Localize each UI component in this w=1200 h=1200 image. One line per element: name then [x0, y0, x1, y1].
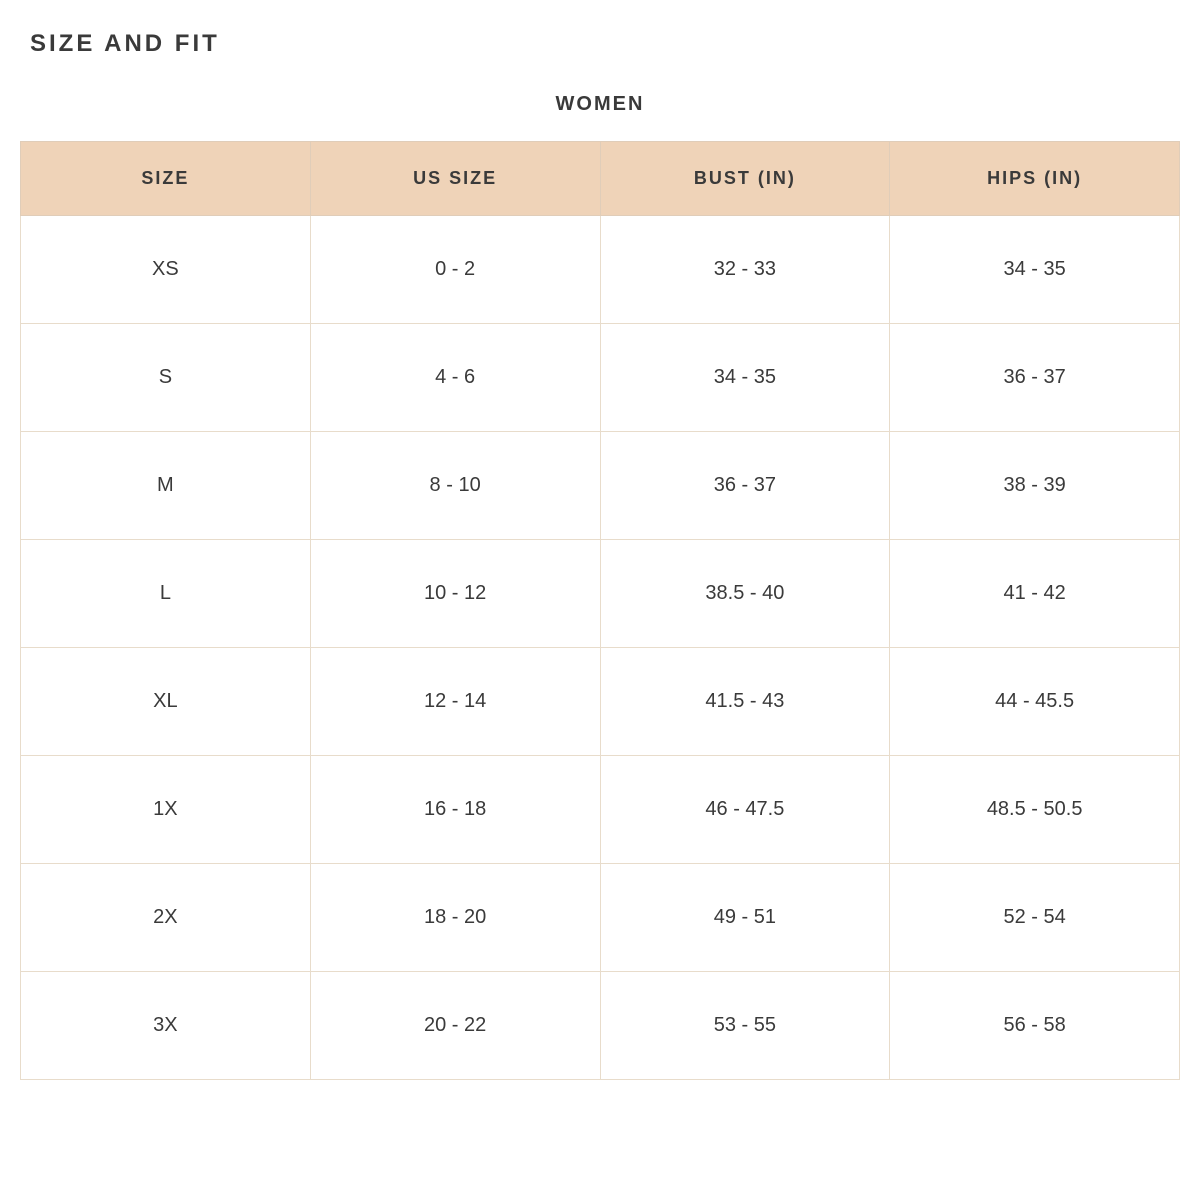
cell-hips: 52 - 54	[890, 864, 1180, 972]
cell-size: 1X	[21, 756, 311, 864]
size-chart-table: SIZE US SIZE BUST (IN) HIPS (IN) XS 0 - …	[20, 141, 1180, 1080]
table-row: XL 12 - 14 41.5 - 43 44 - 45.5	[21, 648, 1180, 756]
cell-size: M	[21, 432, 311, 540]
cell-us-size: 16 - 18	[310, 756, 600, 864]
table-row: XS 0 - 2 32 - 33 34 - 35	[21, 216, 1180, 324]
cell-size: L	[21, 540, 311, 648]
table-row: L 10 - 12 38.5 - 40 41 - 42	[21, 540, 1180, 648]
table-row: 1X 16 - 18 46 - 47.5 48.5 - 50.5	[21, 756, 1180, 864]
cell-size: S	[21, 324, 311, 432]
table-row: 3X 20 - 22 53 - 55 56 - 58	[21, 972, 1180, 1080]
page-title: SIZE AND FIT	[30, 30, 1180, 58]
cell-hips: 34 - 35	[890, 216, 1180, 324]
cell-hips: 44 - 45.5	[890, 648, 1180, 756]
cell-bust: 34 - 35	[600, 324, 890, 432]
cell-bust: 41.5 - 43	[600, 648, 890, 756]
cell-size: XS	[21, 216, 311, 324]
cell-hips: 36 - 37	[890, 324, 1180, 432]
cell-bust: 53 - 55	[600, 972, 890, 1080]
cell-size: 2X	[21, 864, 311, 972]
table-header-row: SIZE US SIZE BUST (IN) HIPS (IN)	[21, 142, 1180, 216]
cell-bust: 46 - 47.5	[600, 756, 890, 864]
cell-us-size: 18 - 20	[310, 864, 600, 972]
cell-bust: 36 - 37	[600, 432, 890, 540]
table-row: 2X 18 - 20 49 - 51 52 - 54	[21, 864, 1180, 972]
table-row: M 8 - 10 36 - 37 38 - 39	[21, 432, 1180, 540]
cell-bust: 49 - 51	[600, 864, 890, 972]
cell-bust: 32 - 33	[600, 216, 890, 324]
cell-size: 3X	[21, 972, 311, 1080]
cell-bust: 38.5 - 40	[600, 540, 890, 648]
column-header-size: SIZE	[21, 142, 311, 216]
cell-us-size: 4 - 6	[310, 324, 600, 432]
cell-hips: 48.5 - 50.5	[890, 756, 1180, 864]
cell-hips: 38 - 39	[890, 432, 1180, 540]
cell-us-size: 0 - 2	[310, 216, 600, 324]
table-row: S 4 - 6 34 - 35 36 - 37	[21, 324, 1180, 432]
cell-us-size: 12 - 14	[310, 648, 600, 756]
cell-size: XL	[21, 648, 311, 756]
table-subtitle: WOMEN	[20, 93, 1180, 116]
cell-us-size: 8 - 10	[310, 432, 600, 540]
column-header-bust: BUST (IN)	[600, 142, 890, 216]
column-header-us-size: US SIZE	[310, 142, 600, 216]
cell-hips: 41 - 42	[890, 540, 1180, 648]
column-header-hips: HIPS (IN)	[890, 142, 1180, 216]
cell-us-size: 20 - 22	[310, 972, 600, 1080]
cell-us-size: 10 - 12	[310, 540, 600, 648]
cell-hips: 56 - 58	[890, 972, 1180, 1080]
